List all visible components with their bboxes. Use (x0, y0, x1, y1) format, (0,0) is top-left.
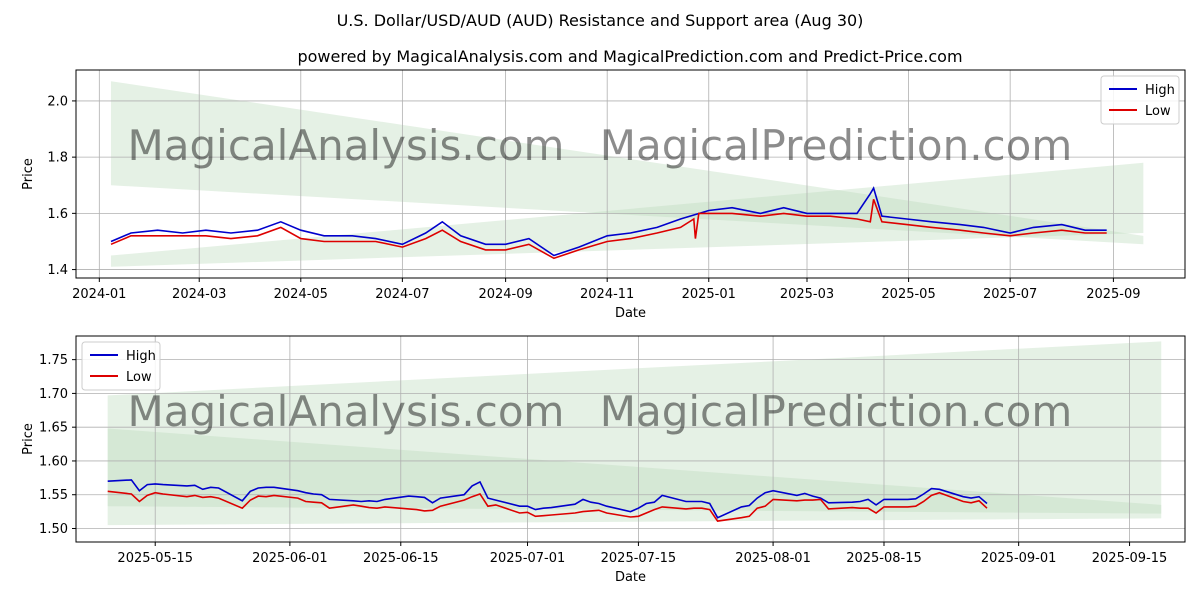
x-tick-label: 2025-09-15 (1092, 551, 1168, 566)
legend-label-high: High (126, 349, 156, 364)
legend-label-high: High (1145, 83, 1175, 98)
x-tick-label: 2025-06-01 (252, 551, 328, 566)
x-tick-label: 2024-07 (375, 287, 429, 302)
y-tick-label: 1.50 (39, 522, 68, 537)
y-axis-label: Price (21, 158, 36, 190)
y-axis-label: Price (21, 423, 36, 455)
chart-subtitle: powered by MagicalAnalysis.com and Magic… (297, 47, 962, 66)
chart-title: U.S. Dollar/USD/AUD (AUD) Resistance and… (337, 11, 864, 30)
x-tick-label: 2025-05 (881, 287, 935, 302)
x-tick-label: 2025-03 (780, 287, 834, 302)
series-line-high (107, 479, 988, 519)
x-tick-label: 2025-09-01 (981, 551, 1057, 566)
x-tick-label: 2025-06-15 (363, 551, 439, 566)
legend: High Low (81, 341, 161, 391)
band-area (110, 81, 1144, 245)
chart-panel-2: MagicalAnalysis.com MagicalPrediction.com… (21, 335, 1186, 585)
legend: High Low (1100, 75, 1180, 125)
x-axis-label: Date (615, 570, 646, 585)
band-area (107, 428, 1162, 514)
x-tick-label: 2025-05-15 (117, 551, 193, 566)
y-tick-label: 1.70 (39, 387, 68, 402)
x-tick-label: 2025-09 (1086, 287, 1140, 302)
plot-frame (75, 69, 1186, 279)
x-tick-label: 2025-07 (983, 287, 1037, 302)
y-tick-label: 1.6 (47, 207, 68, 222)
watermark: MagicalPrediction.com (600, 387, 1073, 436)
y-tick-label: 2.0 (47, 94, 68, 109)
y-tick-label: 1.75 (39, 353, 68, 368)
x-tick-label: 2024-09 (478, 287, 532, 302)
y-tick-label: 1.65 (39, 421, 68, 436)
x-tick-label: 2024-01 (72, 287, 126, 302)
watermark: MagicalPrediction.com (600, 121, 1073, 170)
y-tick-label: 1.4 (47, 263, 68, 278)
legend-label-low: Low (1145, 104, 1171, 119)
legend-label-low: Low (126, 370, 152, 385)
x-tick-label: 2024-11 (580, 287, 634, 302)
y-tick-label: 1.55 (39, 488, 68, 503)
x-tick-label: 2025-01 (682, 287, 736, 302)
band-area (107, 341, 1162, 526)
y-tick-label: 1.60 (39, 454, 68, 469)
watermark: MagicalAnalysis.com (128, 387, 565, 436)
series-line-low (107, 490, 988, 522)
x-tick-label: 2025-07-15 (601, 551, 677, 566)
watermark: MagicalAnalysis.com (128, 121, 565, 170)
series-line-low (110, 199, 1107, 260)
series-line-high (110, 186, 1107, 257)
chart-panel-1: MagicalAnalysis.com MagicalPrediction.com… (21, 69, 1186, 321)
x-tick-label: 2024-03 (172, 287, 226, 302)
x-tick-label: 2024-05 (274, 287, 328, 302)
x-tick-label: 2025-08-15 (846, 551, 922, 566)
x-tick-label: 2025-08-01 (735, 551, 811, 566)
x-tick-label: 2025-07-01 (490, 551, 566, 566)
y-tick-label: 1.8 (47, 151, 68, 166)
x-axis-label: Date (615, 306, 646, 321)
plot-frame (75, 335, 1186, 543)
